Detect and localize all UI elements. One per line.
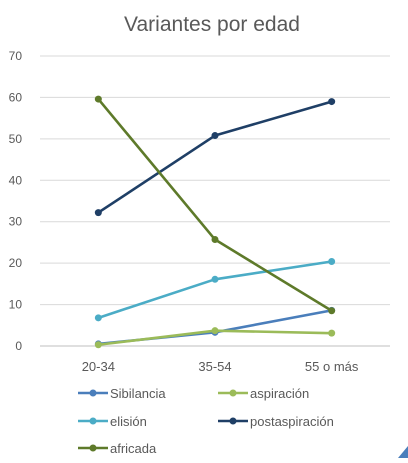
y-tick-label: 40 — [9, 173, 23, 187]
y-tick-label: 60 — [9, 90, 23, 104]
y-tick-label: 0 — [15, 339, 22, 353]
legend-marker-africada — [89, 444, 97, 452]
series-lines — [94, 95, 336, 349]
y-tick-label: 10 — [9, 298, 23, 312]
legend-label-aspiracion: aspiración — [250, 386, 309, 401]
y-tick-label: 50 — [9, 132, 23, 146]
data-point-aspiracion — [211, 327, 219, 335]
legend-marker-sibilancia — [89, 389, 97, 397]
gridlines — [40, 55, 390, 347]
data-point-africada — [211, 236, 219, 244]
y-tick-label: 70 — [9, 49, 23, 63]
data-point-africada — [328, 307, 336, 315]
chart-title: Variantes por edad — [124, 13, 300, 36]
y-tick-label: 30 — [9, 215, 23, 229]
legend-label-elision: elisión — [110, 414, 147, 429]
legend-marker-postaspiracion — [229, 417, 237, 425]
data-point-africada — [94, 95, 102, 103]
series-line-postaspiracion — [97, 100, 333, 214]
legend-label-postaspiracion: postaspiración — [250, 414, 334, 429]
legend-marker-elision — [89, 417, 97, 425]
series-line-sibilancia — [97, 309, 333, 346]
data-point-postaspiracion — [94, 209, 102, 217]
x-tick-label: 20-34 — [82, 359, 115, 374]
x-axis-ticks: 20-34 35-54 55 o más — [82, 359, 359, 374]
data-point-postaspiracion — [211, 132, 219, 140]
x-tick-label: 55 o más — [305, 359, 359, 374]
corner-decoration-icon — [394, 440, 408, 458]
y-tick-label: 20 — [9, 256, 23, 270]
legend-label-sibilancia: Sibilancia — [110, 386, 166, 401]
legend-label-africada: africada — [110, 441, 157, 456]
legend-marker-aspiracion — [229, 389, 237, 397]
data-point-elision — [94, 314, 102, 322]
legend: Sibilancia aspiración elisión postaspiració… — [78, 386, 334, 456]
data-point-postaspiracion — [328, 98, 336, 106]
data-point-aspiracion — [94, 341, 102, 349]
data-point-elision — [328, 257, 336, 265]
y-axis-ticks: 0 10 20 30 40 50 60 70 — [9, 49, 23, 353]
data-point-aspiracion — [328, 329, 336, 337]
data-point-elision — [211, 275, 219, 283]
x-tick-label: 35-54 — [198, 359, 231, 374]
